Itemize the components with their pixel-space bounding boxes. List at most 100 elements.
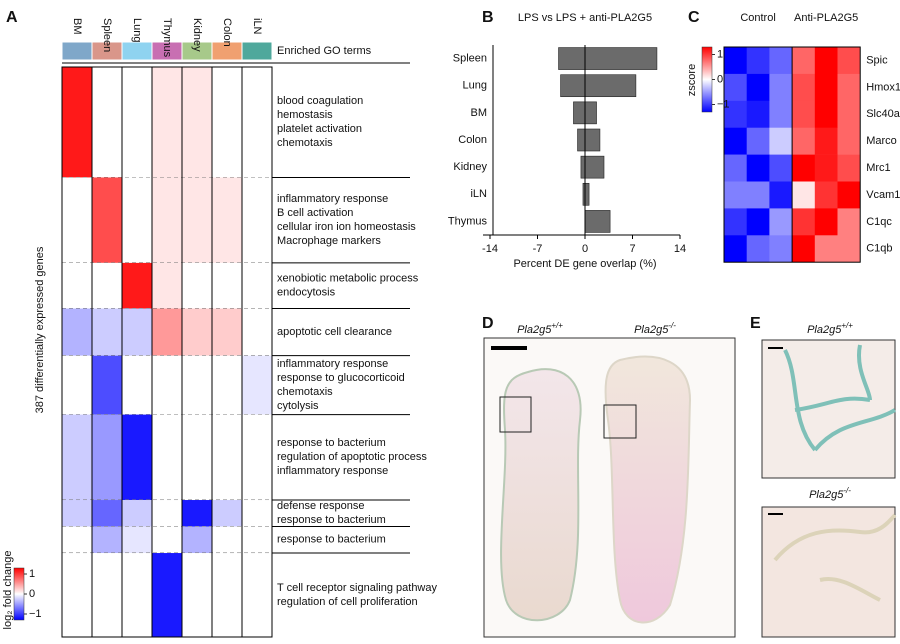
heat-cell <box>792 73 816 102</box>
heat-cell <box>62 553 92 637</box>
column-color <box>241 41 273 61</box>
heat-cell <box>62 67 92 178</box>
row-label: Spic <box>866 54 888 66</box>
genotype: +/+ <box>841 321 853 330</box>
go-term: T cell receptor signaling pathway <box>277 582 437 594</box>
heat-cell <box>122 177 152 263</box>
heat-cell <box>814 154 838 182</box>
go-term: B cell activation <box>277 207 353 219</box>
go-term: inflammatory response <box>277 465 388 477</box>
heat-cell <box>152 355 182 415</box>
panel-letter: C <box>688 9 700 26</box>
heat-cell <box>92 500 122 527</box>
heat-cell <box>182 500 212 527</box>
bar <box>580 155 586 179</box>
heat-cell <box>814 73 838 102</box>
column-label: BM <box>71 18 83 35</box>
heat-cell <box>212 308 242 356</box>
heat-cell <box>792 154 816 182</box>
heat-cell <box>792 235 816 263</box>
go-term: platelet activation <box>277 123 362 135</box>
go-term: chemotaxis <box>277 137 333 149</box>
go-term: cytolysis <box>277 400 319 412</box>
genotype-label: Pla2g5+/+ <box>517 321 563 336</box>
micrograph-d <box>483 337 736 638</box>
micrograph-e <box>761 339 897 638</box>
colorbar-tick-label: 0 <box>29 588 35 600</box>
go-term: cellular iron ion homeostasis <box>277 221 416 233</box>
heat-cell <box>837 235 861 263</box>
row-label: Mrc1 <box>866 162 890 174</box>
heat-cell <box>92 177 122 263</box>
heat-cell <box>769 47 793 75</box>
heat-cell <box>792 208 816 236</box>
go-term: response to bacterium <box>277 514 386 526</box>
y-tick-label: Thymus <box>448 215 488 227</box>
heatmap-frame <box>723 46 861 263</box>
heat-cell <box>746 154 770 182</box>
heat-cell <box>769 100 793 128</box>
heatmap-frame <box>61 66 273 638</box>
go-term: blood coagulation <box>277 95 363 107</box>
bar <box>560 74 586 98</box>
heat-cell <box>152 526 182 554</box>
heat-cell <box>242 67 272 178</box>
column-label: Thymus <box>161 18 173 58</box>
heat-cell <box>122 355 152 415</box>
heat-cell <box>62 355 92 415</box>
y-tick-label: BM <box>471 107 488 119</box>
x-axis-label: Percent DE gene overlap (%) <box>513 258 656 270</box>
heat-cell <box>182 308 212 356</box>
go-term: defense response <box>277 500 364 512</box>
y-tick-label: Kidney <box>453 161 487 173</box>
heat-cell <box>182 414 212 501</box>
heat-cell <box>242 308 272 356</box>
heat-cell <box>62 177 92 263</box>
y-axis-label: 387 differentially expressed genes <box>34 246 46 413</box>
heat-cell <box>837 127 861 155</box>
heat-cell <box>152 500 182 527</box>
heat-cell <box>152 262 182 309</box>
genotype: -/- <box>668 321 676 330</box>
heat-cell <box>814 127 838 155</box>
heat-cell <box>724 181 747 209</box>
bar <box>584 47 658 70</box>
heat-cell <box>746 73 770 102</box>
heat-cell <box>212 177 242 263</box>
column-color <box>61 41 93 61</box>
row-label: Slc40a1 <box>866 108 900 120</box>
bar <box>584 101 597 125</box>
panel-letter: A <box>6 9 18 26</box>
heat-cell <box>62 526 92 554</box>
bar <box>584 155 605 179</box>
heat-cell <box>792 100 816 128</box>
heat-cell <box>837 208 861 236</box>
heat-cell <box>746 181 770 209</box>
colorbar-tick-label: −1 <box>29 608 42 620</box>
go-term: xenobiotic metabolic process <box>277 273 419 285</box>
genotype: -/- <box>843 486 851 495</box>
go-term: chemotaxis <box>277 386 333 398</box>
heat-cell <box>122 526 152 554</box>
go-term: apoptotic cell clearance <box>277 326 392 338</box>
heat-cell <box>152 67 182 178</box>
row-label: C1qc <box>866 216 892 228</box>
heat-cell <box>122 500 152 527</box>
go-term: inflammatory response <box>277 358 388 370</box>
x-tick-label: 7 <box>629 243 635 255</box>
heat-cell <box>724 127 747 155</box>
x-tick-label: -7 <box>533 243 543 255</box>
heat-cell <box>746 100 770 128</box>
panel-letter: D <box>482 315 494 332</box>
colorbar-tick-label: 0 <box>717 73 723 85</box>
heat-cell <box>242 355 272 415</box>
heat-cell <box>212 67 242 178</box>
gene-name: Pla2g5 <box>634 324 669 336</box>
y-tick-label: Lung <box>463 80 487 92</box>
go-term: response to glucocorticoid <box>277 372 405 384</box>
heat-cell <box>212 500 242 527</box>
heat-cell <box>122 553 152 637</box>
column-color <box>121 41 153 61</box>
heat-cell <box>62 308 92 356</box>
